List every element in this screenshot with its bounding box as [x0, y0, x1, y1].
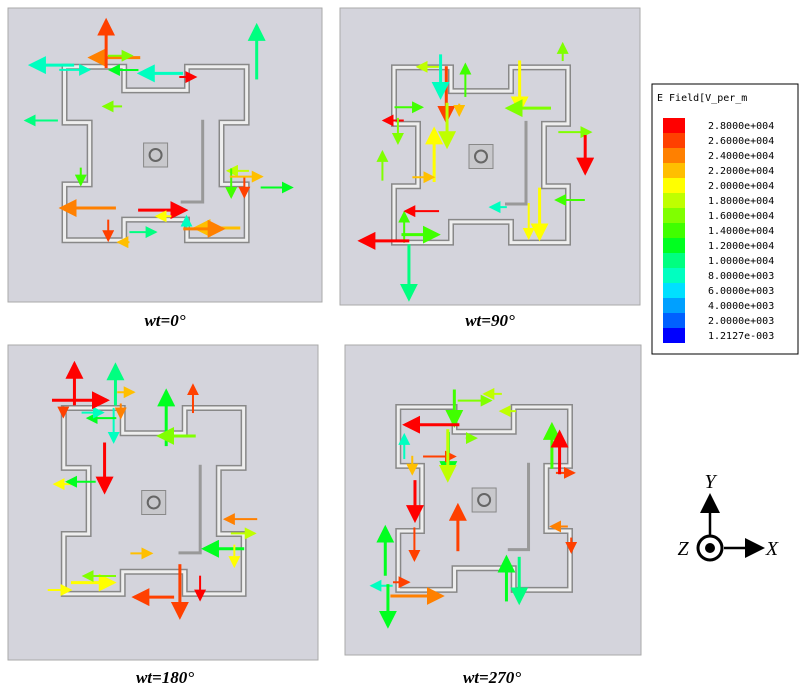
legend-swatch [663, 148, 685, 163]
legend-swatch [663, 118, 685, 133]
legend-label: 1.8000e+004 [708, 196, 774, 207]
legend-swatch [663, 253, 685, 268]
caption: wt=270° [463, 668, 521, 687]
z-label: Z [677, 538, 689, 560]
y-label: Y [704, 471, 717, 493]
legend-label: 2.2000e+004 [708, 166, 774, 177]
x-label: X [765, 538, 779, 560]
legend-swatch [663, 163, 685, 178]
legend-label: 6.0000e+003 [708, 286, 774, 297]
legend-swatch [663, 208, 685, 223]
legend-label: 1.2000e+004 [708, 241, 774, 252]
legend-swatch [663, 223, 685, 238]
legend-label: 2.6000e+004 [708, 136, 774, 147]
legend-label: 2.0000e+004 [708, 181, 774, 192]
legend-label: 1.2127e-003 [708, 331, 774, 342]
legend-label: 8.0000e+003 [708, 271, 774, 282]
feed [469, 145, 493, 169]
field-panel [8, 8, 322, 302]
legend-swatch [663, 193, 685, 208]
legend-swatch [663, 178, 685, 193]
legend: E Field[V_per_m 2.8000e+0042.6000e+0042.… [652, 84, 798, 354]
legend-swatch [663, 238, 685, 253]
legend-items: 2.8000e+004 2.6000e+004 2.4000e+004 2.2000e… [663, 118, 774, 343]
legend-swatch [663, 328, 685, 343]
field-panel [340, 8, 640, 305]
legend-swatch [663, 283, 685, 298]
caption: wt=90° [465, 311, 515, 330]
caption: wt=0° [144, 311, 185, 330]
legend-label: 2.0000e+003 [708, 316, 774, 327]
legend-label: 1.4000e+004 [708, 226, 774, 237]
feed [142, 491, 166, 515]
legend-label: 1.0000e+004 [708, 256, 774, 267]
legend-swatch [663, 298, 685, 313]
legend-swatch [663, 268, 685, 283]
feed [144, 143, 168, 167]
field-panel [8, 345, 318, 660]
legend-swatch [663, 313, 685, 328]
caption: wt=180° [136, 668, 194, 687]
legend-label: 2.8000e+004 [708, 121, 774, 132]
z-dot [705, 543, 715, 553]
legend-label: 1.6000e+004 [708, 211, 774, 222]
field-panel [345, 345, 641, 655]
legend-label: 4.0000e+003 [708, 301, 774, 312]
panels [8, 8, 641, 660]
axis-triad: Y Z X [677, 471, 778, 560]
feed [472, 488, 496, 512]
figure: wt=0° wt=90° wt=180° wt=270° E Field[V_p… [0, 0, 799, 694]
legend-label: 2.4000e+004 [708, 151, 774, 162]
legend-swatch [663, 133, 685, 148]
legend-title: E Field[V_per_m [657, 93, 747, 104]
